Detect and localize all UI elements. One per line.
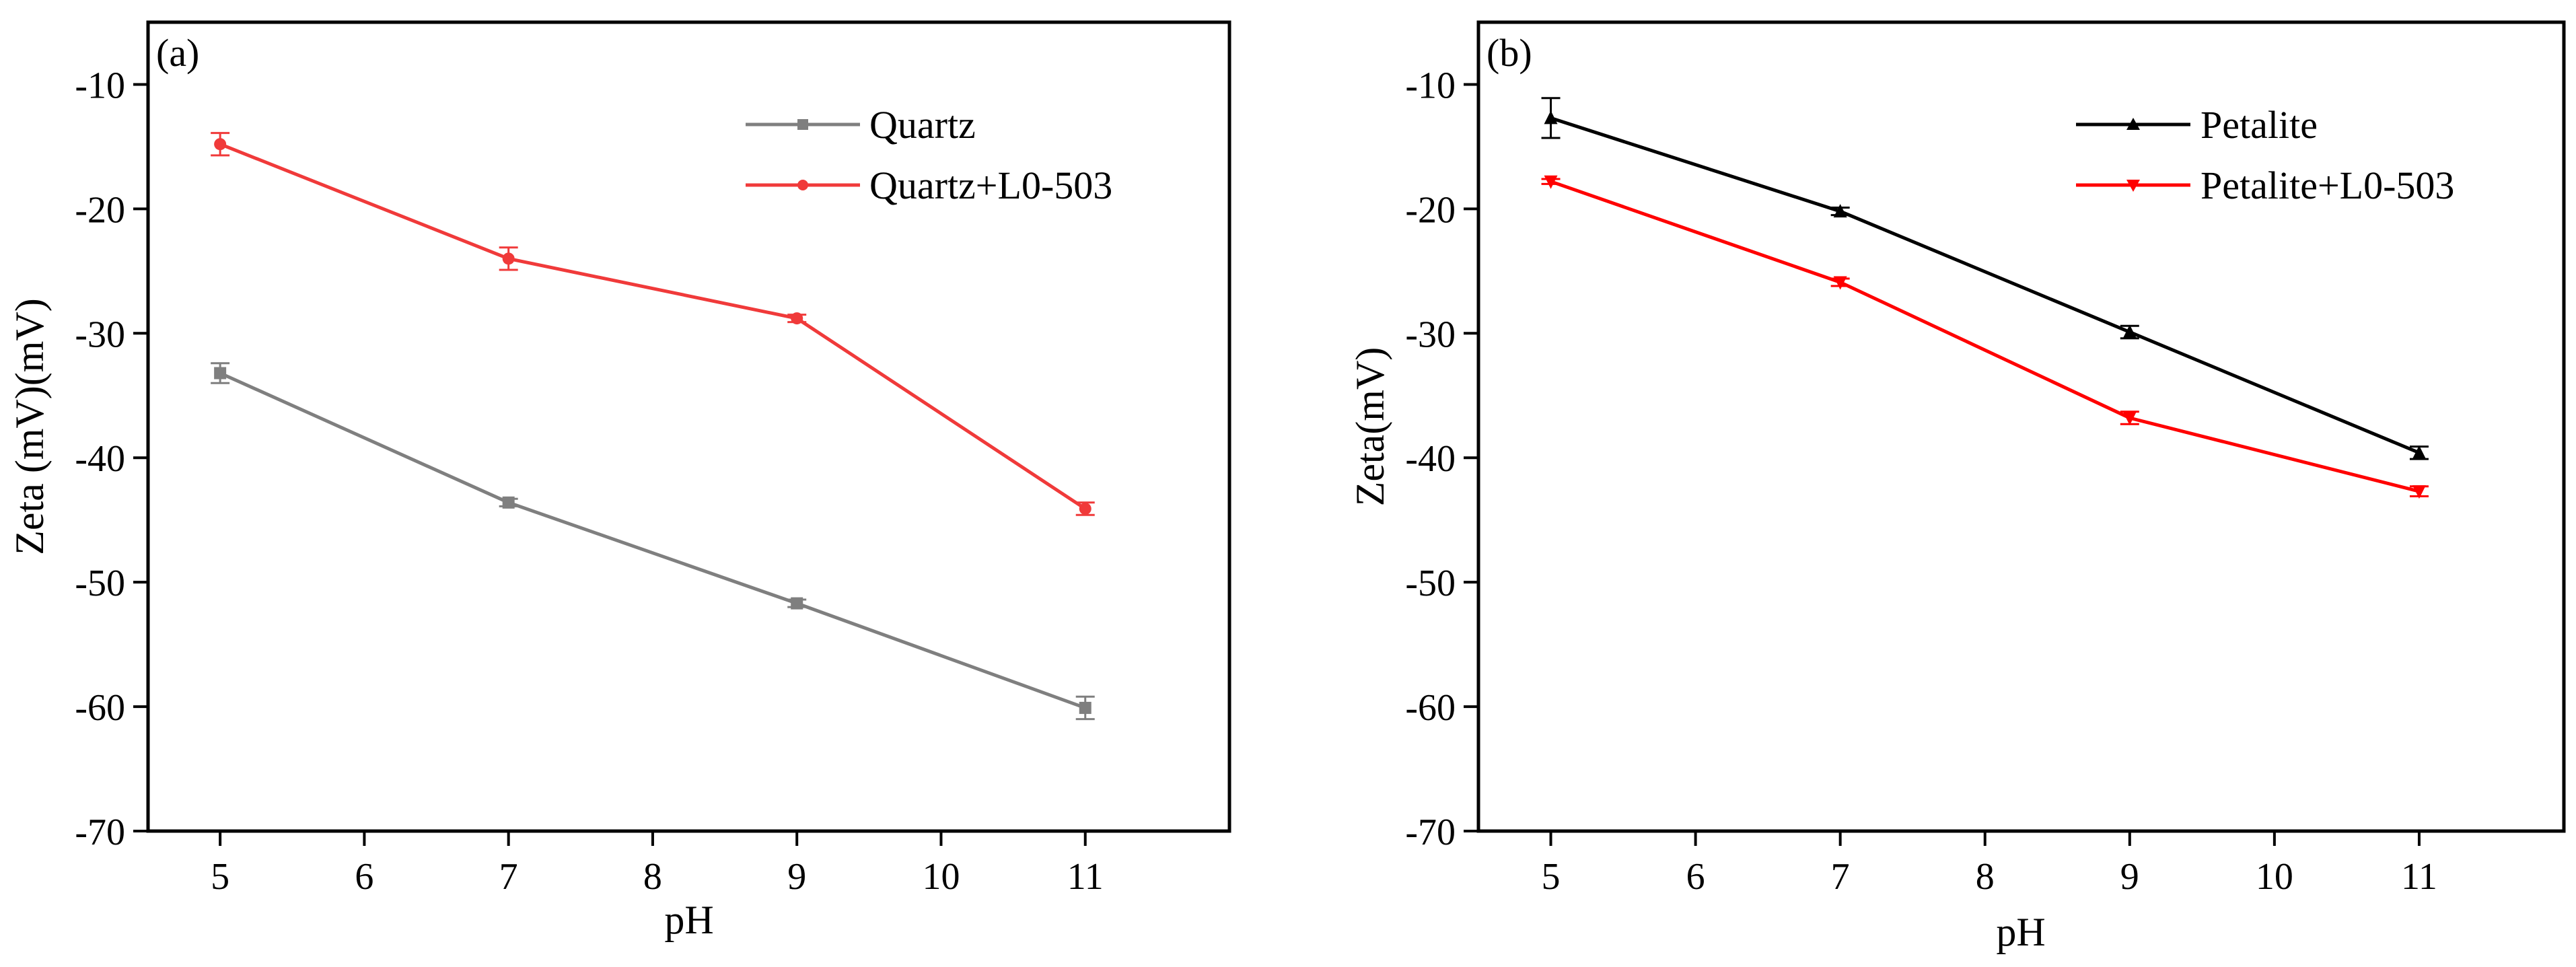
x-tick-label-b-9: 9: [2120, 856, 2139, 898]
y-tick-label-b-5: -60: [1405, 687, 1456, 729]
data-point-b-1-2: [2122, 412, 2137, 426]
data-point-b-0-0: [1544, 110, 1558, 124]
data-point-a-1-3: [1079, 503, 1092, 515]
legend-entry-petalite: Petalite: [2076, 103, 2318, 147]
y-tick-label-b-4: -50: [1405, 563, 1456, 604]
y-tick-label-a-3: -40: [75, 438, 125, 480]
x-axis-b: 5 6 7 8 9 10 11: [1542, 831, 2437, 898]
x-tick-label-a-10: 10: [922, 856, 960, 898]
panel-label-a: (a): [156, 31, 199, 75]
x-tick-label-a-8: 8: [643, 856, 662, 898]
x-tick-label-b-5: 5: [1542, 856, 1561, 898]
legend-marker-petalite-l0-503: [2126, 180, 2140, 192]
x-axis-title-b: pH: [1996, 910, 2045, 954]
data-point-a-1-0: [214, 138, 227, 151]
legend-entry-quartz-l0-503: Quartz+L0-503: [746, 164, 1112, 207]
data-point-a-0-0: [214, 367, 227, 380]
legend-marker-quartz-l0-503: [797, 180, 808, 190]
y-tick-label-a-5: -60: [75, 687, 125, 729]
x-tick-label-a-5: 5: [211, 856, 229, 898]
x-axis-title-a: pH: [664, 898, 713, 942]
y-tick-label-b-0: -10: [1405, 65, 1456, 106]
series-b-0: [1541, 97, 2429, 460]
panel-a: 5 6 7 8 9 10 11 -10 -20 -30 -40 -50 -60 -70 (a) pH Z…: [7, 20, 1231, 942]
data-point-a-0-2: [791, 597, 803, 610]
series-a-1: [211, 132, 1095, 516]
series-layer-a: [211, 132, 1095, 721]
data-point-b-1-0: [1544, 175, 1558, 189]
legend-entry-quartz: Quartz: [746, 103, 976, 147]
data-point-a-0-3: [1079, 701, 1092, 714]
series-a-0: [211, 362, 1095, 721]
x-tick-label-a-7: 7: [499, 856, 518, 898]
data-point-b-1-3: [2412, 485, 2426, 499]
x-tick-label-b-10: 10: [2256, 856, 2293, 898]
legend-marker-quartz: [797, 119, 808, 130]
data-point-b-1-1: [1833, 276, 1847, 290]
y-axis-title-b: Zeta(mV): [1348, 347, 1392, 507]
legend-label-petalite: Petalite: [2201, 103, 2318, 147]
x-tick-label-a-9: 9: [787, 856, 806, 898]
y-tick-label-b-1: -20: [1405, 189, 1456, 231]
legend-entry-petalite-l0-503: Petalite+L0-503: [2076, 164, 2454, 207]
panel-label-b: (b): [1487, 31, 1532, 75]
legend-marker-petalite: [2126, 118, 2140, 130]
data-point-a-0-1: [502, 496, 515, 509]
legend-a: Quartz Quartz+L0-503: [746, 103, 1112, 207]
data-point-a-1-2: [791, 312, 803, 325]
y-tick-label-b-3: -40: [1405, 438, 1456, 480]
series-line-b-1: [1550, 180, 2420, 493]
data-point-b-0-3: [2412, 445, 2426, 459]
x-tick-label-a-6: 6: [355, 856, 373, 898]
series-layer-b: [1541, 97, 2429, 499]
plot-frame-b: [1476, 20, 2566, 833]
y-tick-label-a-6: -70: [75, 812, 125, 853]
series-line-a-1: [219, 142, 1087, 511]
x-tick-label-b-7: 7: [1831, 856, 1850, 898]
x-tick-label-b-6: 6: [1686, 856, 1705, 898]
y-tick-label-b-2: -30: [1405, 314, 1456, 355]
y-tick-label-b-6: -70: [1405, 812, 1456, 853]
y-axis-b: -10 -20 -30 -40 -50 -60 -70: [1405, 65, 1478, 853]
data-point-b-0-1: [1833, 204, 1847, 218]
legend-b: Petalite Petalite+L0-503: [2076, 103, 2454, 207]
x-tick-label-b-8: 8: [1976, 856, 1995, 898]
y-tick-label-a-2: -30: [75, 314, 125, 355]
x-tick-label-b-11: 11: [2401, 856, 2437, 898]
legend-label-petalite-l0-503: Petalite+L0-503: [2201, 164, 2454, 207]
legend-label-quartz: Quartz: [869, 103, 976, 147]
panel-b: 5 6 7 8 9 10 11 -10 -20 -30 -40 -50 -60 -70 (b) pH Z…: [1348, 20, 2566, 954]
series-b-1: [1541, 175, 2429, 499]
data-point-b-0-2: [2122, 324, 2137, 338]
y-axis-title-a: Zeta (mV)(mV): [7, 298, 52, 555]
x-axis-a: 5 6 7 8 9 10 11: [211, 831, 1104, 898]
series-line-a-0: [219, 371, 1086, 710]
y-tick-label-a-0: -10: [75, 65, 125, 106]
series-line-b-0: [1550, 116, 2420, 455]
y-axis-a: -10 -20 -30 -40 -50 -60 -70: [75, 65, 148, 853]
plot-frame-a: [146, 20, 1231, 833]
legend-label-quartz-l0-503: Quartz+L0-503: [869, 164, 1112, 207]
x-tick-label-a-11: 11: [1067, 856, 1104, 898]
y-tick-label-a-1: -20: [75, 189, 125, 231]
data-point-a-1-1: [502, 252, 515, 265]
y-tick-label-a-4: -50: [75, 563, 125, 604]
